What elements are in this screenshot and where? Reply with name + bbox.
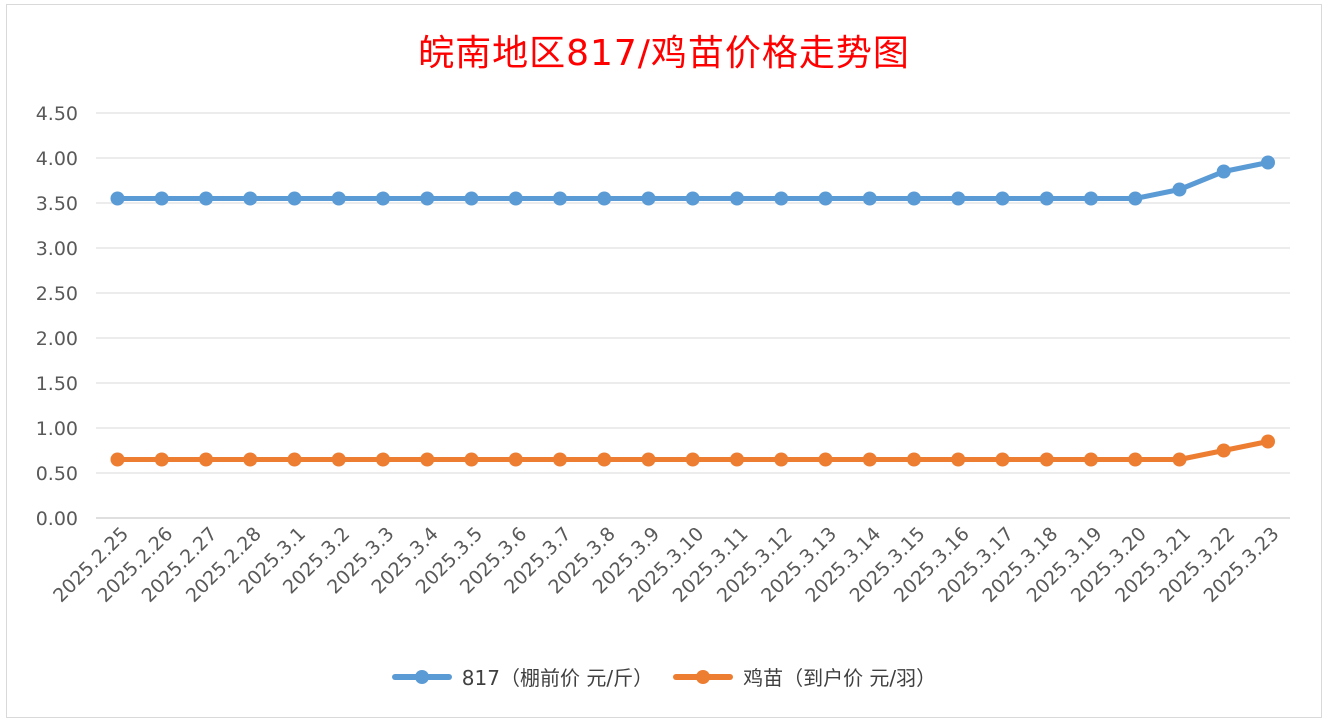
data-point bbox=[464, 191, 479, 206]
data-point bbox=[110, 452, 125, 467]
data-point bbox=[774, 191, 789, 206]
data-point bbox=[818, 191, 833, 206]
data-point bbox=[1216, 164, 1231, 179]
data-point bbox=[730, 452, 744, 467]
legend-marker bbox=[414, 669, 429, 684]
data-point bbox=[730, 191, 744, 206]
data-point bbox=[110, 191, 125, 206]
data-point bbox=[1128, 452, 1143, 467]
data-point bbox=[907, 452, 921, 467]
data-point bbox=[553, 452, 567, 467]
data-point bbox=[1261, 155, 1275, 170]
data-point bbox=[862, 452, 877, 467]
data-point bbox=[597, 191, 612, 206]
y-tick-label: 1.50 bbox=[36, 373, 78, 395]
data-point bbox=[1172, 452, 1187, 467]
data-point bbox=[243, 452, 258, 467]
y-tick-label: 0.00 bbox=[36, 508, 78, 530]
data-point bbox=[1216, 443, 1231, 458]
data-point bbox=[907, 191, 921, 206]
y-tick-label: 3.00 bbox=[36, 238, 78, 260]
data-point bbox=[331, 191, 346, 206]
legend-item-2: 鸡苗（到户价 元/羽） bbox=[673, 662, 936, 691]
data-point bbox=[597, 452, 612, 467]
y-tick-label: 2.00 bbox=[36, 328, 78, 350]
legend: 817（棚前价 元/斤） 鸡苗（到户价 元/羽） bbox=[0, 662, 1328, 691]
data-point bbox=[951, 452, 966, 467]
data-point bbox=[685, 191, 700, 206]
data-point bbox=[1172, 182, 1187, 197]
data-point bbox=[331, 452, 346, 467]
data-point bbox=[199, 191, 213, 206]
data-point bbox=[287, 452, 302, 467]
legend-label: 鸡苗（到户价 元/羽） bbox=[743, 666, 937, 690]
legend-swatch bbox=[391, 669, 452, 684]
data-point bbox=[508, 191, 523, 206]
data-point bbox=[995, 191, 1010, 206]
data-point bbox=[774, 452, 789, 467]
legend-item-1: 817（棚前价 元/斤） bbox=[391, 662, 654, 691]
data-point bbox=[420, 191, 435, 206]
data-point bbox=[1039, 191, 1054, 206]
data-point bbox=[641, 191, 656, 206]
data-point bbox=[641, 452, 656, 467]
data-point bbox=[464, 452, 479, 467]
data-point bbox=[685, 452, 700, 467]
data-point bbox=[1084, 191, 1098, 206]
y-tick-label: 4.00 bbox=[36, 148, 78, 170]
legend-swatch bbox=[673, 669, 734, 684]
data-point bbox=[818, 452, 833, 467]
data-point bbox=[199, 452, 213, 467]
y-tick-label: 0.50 bbox=[36, 463, 78, 485]
data-point bbox=[154, 191, 169, 206]
y-tick-label: 2.50 bbox=[36, 283, 78, 305]
data-point bbox=[1084, 452, 1098, 467]
data-point bbox=[376, 191, 390, 206]
data-point bbox=[376, 452, 390, 467]
legend-label: 817（棚前价 元/斤） bbox=[461, 666, 654, 690]
data-point bbox=[287, 191, 302, 206]
data-point bbox=[862, 191, 877, 206]
data-point bbox=[243, 191, 258, 206]
data-point bbox=[553, 191, 567, 206]
chart-frame bbox=[6, 4, 1322, 718]
y-tick-label: 1.00 bbox=[36, 418, 78, 440]
data-point bbox=[154, 452, 169, 467]
data-point bbox=[951, 191, 966, 206]
y-tick-label: 3.50 bbox=[36, 193, 78, 215]
data-point bbox=[508, 452, 523, 467]
data-point bbox=[420, 452, 435, 467]
data-point bbox=[1039, 452, 1054, 467]
chart-title: 皖南地区817/鸡苗价格走势图 bbox=[418, 33, 910, 74]
data-point bbox=[1261, 434, 1275, 449]
y-tick-label: 4.50 bbox=[36, 103, 78, 125]
data-point bbox=[995, 452, 1010, 467]
data-point bbox=[1128, 191, 1143, 206]
legend-marker bbox=[696, 669, 711, 684]
